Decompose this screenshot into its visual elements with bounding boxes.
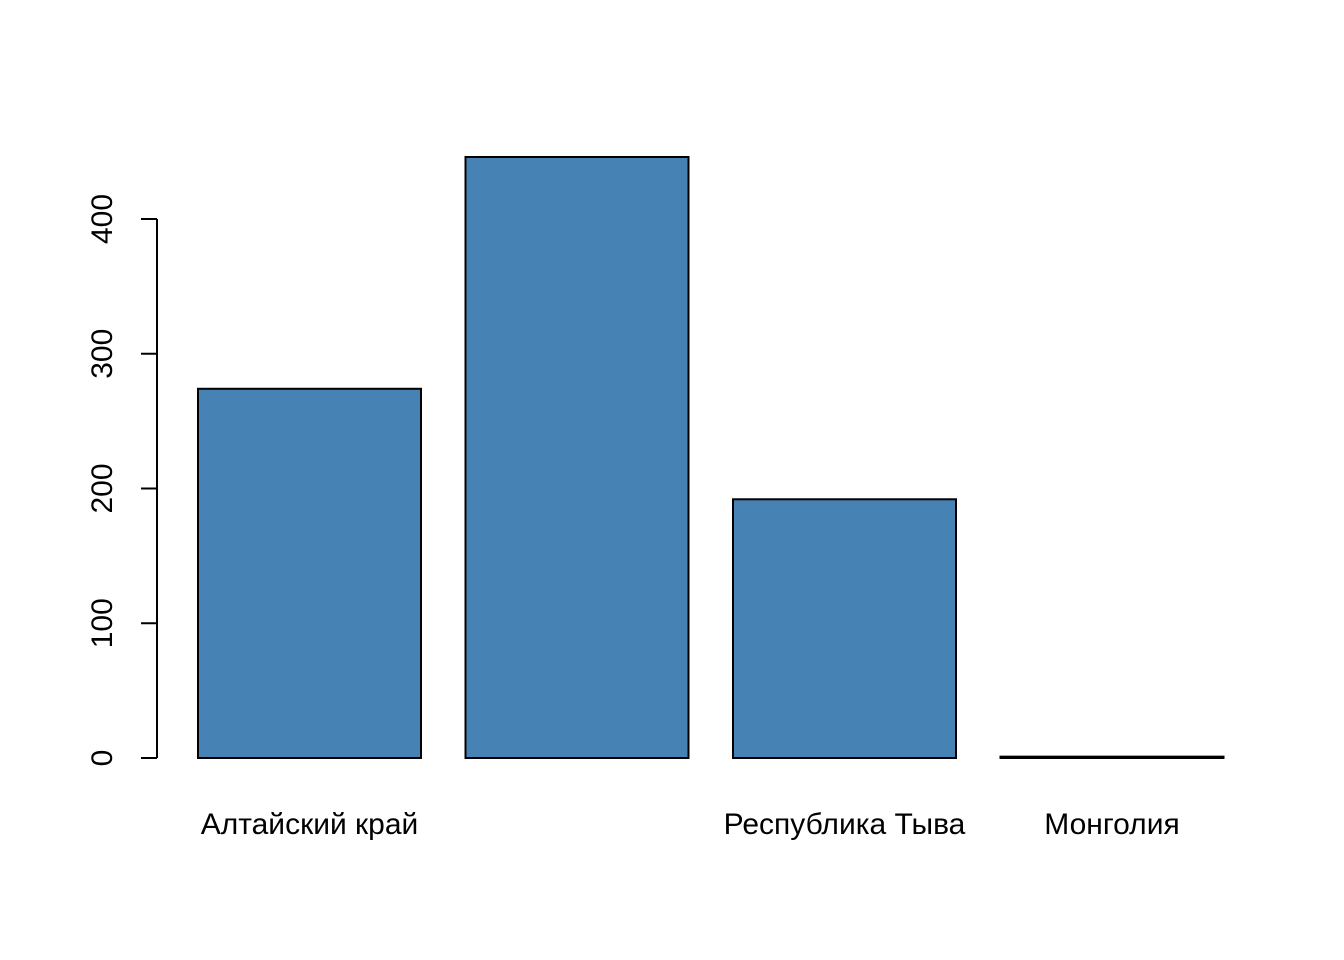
bar (197, 387, 422, 759)
bar (732, 498, 957, 759)
x-category-label: Монголия (1044, 808, 1179, 841)
bar (464, 156, 690, 759)
y-axis: 0 100 200 300 400 (86, 194, 158, 767)
y-tick-label: 300 (86, 329, 119, 379)
y-tick-label: 0 (86, 750, 119, 767)
x-category-label: Алтайский край (201, 808, 419, 841)
x-category-label: Республика Тыва (724, 808, 966, 841)
bar (999, 755, 1225, 759)
bars (197, 156, 1225, 759)
y-tick-label: 200 (86, 463, 119, 513)
y-tick-label: 400 (86, 194, 119, 244)
y-tick-label: 100 (86, 598, 119, 648)
x-axis-labels: Алтайский край Республика Тыва Монголия (201, 808, 1180, 841)
